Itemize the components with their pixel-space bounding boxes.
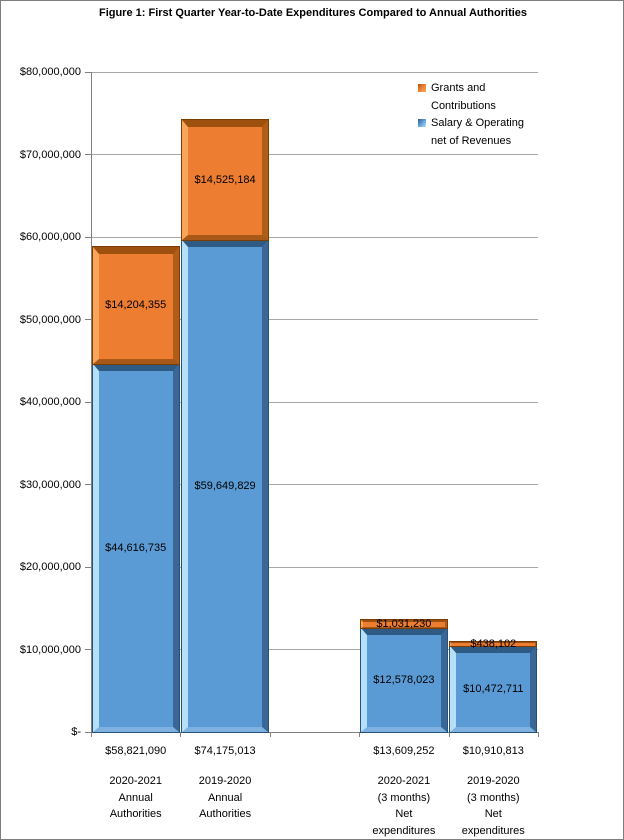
y-axis-tick bbox=[85, 154, 91, 155]
y-axis-tick bbox=[85, 649, 91, 650]
y-axis-tick bbox=[85, 236, 91, 238]
y-axis-tick bbox=[85, 71, 91, 73]
legend-label-line: Grants and bbox=[431, 82, 486, 94]
x-axis-tick bbox=[448, 732, 450, 737]
bar-segment bbox=[182, 239, 269, 732]
category-label: expenditures bbox=[461, 824, 525, 837]
data-label: $59,649,829 bbox=[194, 479, 256, 492]
data-label: $10,472,711 bbox=[463, 682, 524, 695]
category-label: Net bbox=[395, 808, 413, 820]
legend-item: Salary & Operating net of Revenues bbox=[418, 115, 524, 150]
category-label: 2019-2020 bbox=[466, 775, 520, 787]
data-label: $438,102 bbox=[470, 637, 517, 650]
data-label: $12,578,023 bbox=[373, 674, 435, 687]
data-label: $44,616,735 bbox=[105, 541, 167, 554]
y-axis-label: $10,000,000 bbox=[19, 643, 81, 656]
y-axis-tick bbox=[85, 319, 91, 320]
category-label: Annual bbox=[207, 791, 243, 804]
gridline bbox=[91, 401, 538, 403]
legend-marker-icon bbox=[418, 84, 426, 92]
bar-segment bbox=[450, 645, 537, 732]
y-axis-label: $30,000,000 bbox=[19, 478, 81, 491]
bar-segment bbox=[450, 641, 537, 646]
x-axis-tick bbox=[269, 732, 271, 737]
category-total-label: $74,175,013 bbox=[194, 745, 256, 757]
category-label: expenditures bbox=[372, 824, 436, 837]
gridline bbox=[91, 71, 538, 73]
y-axis-label: $- bbox=[71, 726, 81, 738]
category-label: Annual bbox=[118, 791, 153, 804]
gridline bbox=[91, 236, 538, 238]
y-axis-label: $60,000,000 bbox=[19, 231, 81, 243]
gridline bbox=[91, 154, 538, 155]
legend: Grants and Contributions Salary & Operatin… bbox=[418, 80, 524, 150]
category-label: 2019-2020 bbox=[198, 775, 252, 787]
bar-segment bbox=[360, 628, 447, 732]
legend-label-line: Contributions bbox=[431, 99, 496, 112]
bar-segment bbox=[92, 246, 179, 364]
bar-segment bbox=[92, 363, 179, 732]
bar-segment bbox=[360, 619, 447, 629]
category-label: (3 months) bbox=[467, 791, 520, 804]
bar-segment bbox=[182, 120, 269, 240]
category-label: 2020-2021 bbox=[377, 775, 431, 787]
category-label: Authorities bbox=[109, 808, 162, 820]
category-label: Authorities bbox=[199, 808, 252, 820]
category-total-label: $58,821,090 bbox=[105, 745, 167, 757]
y-axis-line bbox=[91, 72, 92, 732]
gridline bbox=[91, 649, 538, 650]
y-axis-tick bbox=[85, 731, 91, 733]
legend-item: Grants and Contributions bbox=[418, 80, 524, 115]
y-axis-label: $40,000,000 bbox=[19, 396, 81, 408]
data-label: $1,031,230 bbox=[376, 617, 432, 630]
gridline bbox=[91, 319, 538, 320]
y-axis-label: $70,000,000 bbox=[19, 148, 81, 161]
x-axis-tick bbox=[180, 732, 182, 737]
chart-title: Figure 1: First Quarter Year-to-Date Exp… bbox=[98, 7, 528, 19]
gridline bbox=[91, 566, 538, 568]
category-label: (3 months) bbox=[377, 791, 431, 804]
legend-label: Grants and Contributions bbox=[431, 80, 496, 115]
category-total-label: $10,910,813 bbox=[462, 745, 524, 757]
legend-label: Salary & Operating net of Revenues bbox=[431, 115, 524, 150]
x-axis-tick bbox=[538, 732, 539, 737]
y-axis-tick bbox=[85, 566, 91, 568]
x-axis-tick bbox=[91, 732, 92, 737]
legend-marker-icon bbox=[418, 119, 426, 127]
y-axis-tick bbox=[85, 401, 91, 403]
data-label: $14,204,355 bbox=[105, 299, 167, 312]
y-axis-label: $50,000,000 bbox=[19, 313, 81, 326]
y-axis-tick bbox=[85, 484, 91, 485]
category-label: 2020-2021 bbox=[109, 775, 162, 787]
category-total-label: $13,609,252 bbox=[373, 745, 435, 757]
category-label: Net bbox=[484, 808, 502, 820]
y-axis-label: $80,000,000 bbox=[19, 66, 81, 78]
legend-label-line: net of Revenues bbox=[431, 134, 512, 147]
data-label: $14,525,184 bbox=[194, 173, 256, 186]
x-axis-tick bbox=[359, 732, 361, 737]
x-axis-line bbox=[91, 732, 538, 733]
legend-label-line: Salary & Operating bbox=[431, 117, 524, 129]
y-axis-label: $20,000,000 bbox=[19, 561, 81, 573]
gridline bbox=[91, 484, 538, 485]
